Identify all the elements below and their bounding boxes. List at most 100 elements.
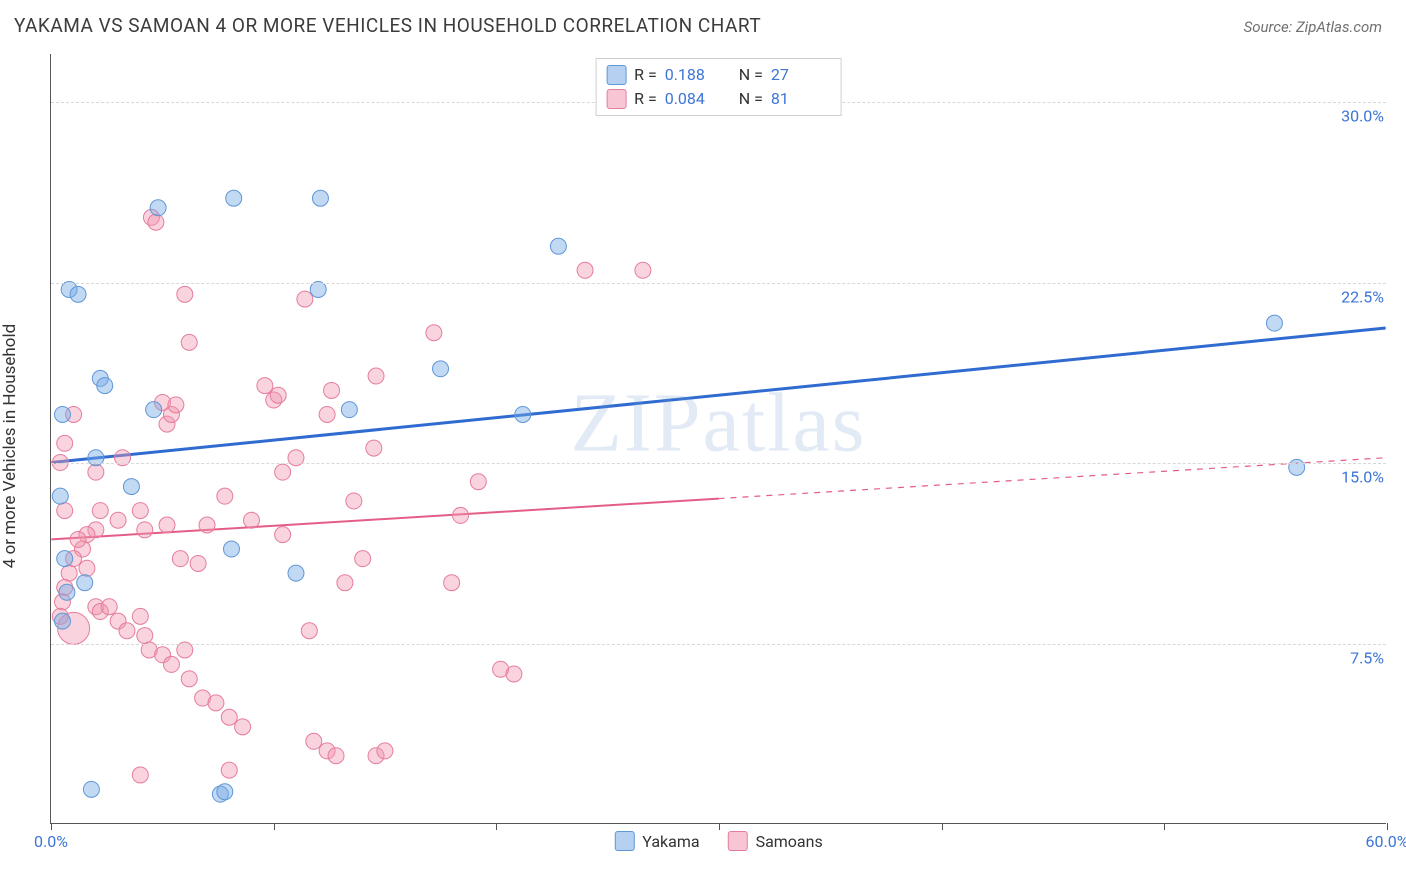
data-point: [328, 748, 344, 764]
data-point: [257, 378, 273, 394]
data-point: [181, 334, 197, 350]
series-legend: Yakama Samoans: [614, 831, 822, 851]
data-point: [506, 666, 522, 682]
data-point: [57, 503, 73, 519]
data-point: [199, 517, 215, 533]
data-point: [168, 397, 184, 413]
source-label: Source:: [1244, 18, 1293, 36]
data-point: [368, 368, 384, 384]
swatch-yakama-icon: [614, 831, 634, 851]
xtick: [942, 823, 943, 830]
gridline: [51, 283, 1386, 284]
data-point: [297, 291, 313, 307]
data-point: [137, 628, 153, 644]
data-point: [224, 541, 240, 557]
n-value-yakama: 27: [771, 63, 827, 87]
data-point: [221, 762, 237, 778]
data-point: [163, 656, 179, 672]
xtick: [274, 823, 275, 830]
data-point: [550, 238, 566, 254]
r-value-yakama: 0.188: [665, 63, 721, 87]
ytick-label: 22.5%: [1341, 287, 1388, 306]
data-point: [54, 613, 70, 629]
data-point: [146, 402, 162, 418]
data-point: [119, 623, 135, 639]
data-point: [70, 531, 86, 547]
y-axis-label: 4 or more Vehicles in Household: [0, 324, 20, 568]
xtick-label: 0.0%: [34, 832, 68, 851]
data-point: [57, 551, 73, 567]
data-point: [635, 262, 651, 278]
xtick: [51, 823, 52, 830]
gridline: [51, 644, 1386, 645]
data-point: [341, 402, 357, 418]
data-point: [444, 575, 460, 591]
data-point: [275, 464, 291, 480]
correlation-stats-box: R = 0.188 N = 27 R = 0.084 N = 81: [595, 58, 842, 116]
n-label: N =: [739, 63, 763, 87]
legend-label-yakama: Yakama: [642, 832, 699, 851]
data-point: [1266, 315, 1282, 331]
n-label: N =: [739, 87, 763, 111]
data-point: [1289, 459, 1305, 475]
r-label: R =: [634, 63, 657, 87]
source-credit: Source: ZipAtlas.com: [1244, 18, 1382, 36]
data-point: [110, 512, 126, 528]
r-value-samoans: 0.084: [665, 87, 721, 111]
data-point: [244, 512, 260, 528]
legend-item-yakama: Yakama: [614, 831, 699, 851]
ytick-label: 15.0%: [1341, 468, 1388, 487]
data-point: [337, 575, 353, 591]
data-point: [54, 406, 70, 422]
data-point: [97, 378, 113, 394]
data-point: [57, 435, 73, 451]
n-value-samoans: 81: [771, 87, 827, 111]
data-point: [433, 361, 449, 377]
data-point: [270, 387, 286, 403]
data-point: [148, 214, 164, 230]
chart-title: YAKAMA VS SAMOAN 4 OR MORE VEHICLES IN H…: [14, 14, 761, 37]
data-point: [181, 671, 197, 687]
data-point: [312, 190, 328, 206]
data-point: [132, 503, 148, 519]
data-point: [577, 262, 593, 278]
data-point: [83, 781, 99, 797]
data-point: [515, 406, 531, 422]
stats-row-yakama: R = 0.188 N = 27: [606, 63, 827, 87]
plot-area: R = 0.188 N = 27 R = 0.084 N = 81 ZIPatl…: [50, 54, 1386, 824]
data-point: [123, 479, 139, 495]
data-point: [190, 555, 206, 571]
xtick: [1387, 823, 1388, 830]
xtick: [719, 823, 720, 830]
data-point: [275, 527, 291, 543]
data-point: [235, 719, 251, 735]
data-point: [208, 695, 224, 711]
xtick-label: 60.0%: [1366, 832, 1406, 851]
data-point: [226, 190, 242, 206]
swatch-samoans-icon: [606, 89, 626, 109]
data-point: [366, 440, 382, 456]
stats-row-samoans: R = 0.084 N = 81: [606, 87, 827, 111]
legend-label-samoans: Samoans: [756, 832, 823, 851]
data-point: [159, 517, 175, 533]
data-point: [132, 767, 148, 783]
xtick: [1164, 823, 1165, 830]
data-point: [310, 282, 326, 298]
data-point: [61, 565, 77, 581]
data-point: [453, 507, 469, 523]
data-point: [177, 286, 193, 302]
data-point: [70, 286, 86, 302]
r-label: R =: [634, 87, 657, 111]
ytick-label: 7.5%: [1350, 648, 1388, 667]
data-point: [319, 406, 335, 422]
data-point: [52, 488, 68, 504]
data-point: [59, 584, 75, 600]
data-point: [377, 743, 393, 759]
xtick: [496, 823, 497, 830]
swatch-samoans-icon: [728, 831, 748, 851]
data-point: [172, 551, 188, 567]
data-point: [221, 709, 237, 725]
data-point: [426, 325, 442, 341]
data-point: [217, 488, 233, 504]
data-point: [77, 575, 93, 591]
